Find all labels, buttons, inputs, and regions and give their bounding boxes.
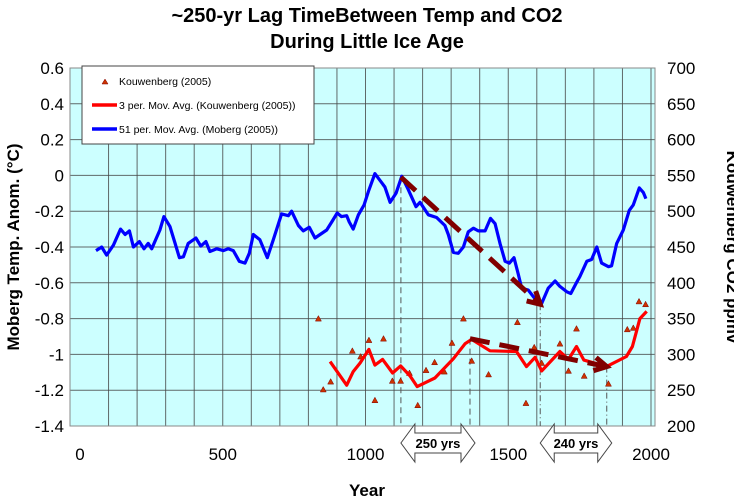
data-point — [371, 396, 379, 403]
y-tick-label: 0.6 — [40, 59, 64, 78]
y2-tick-label: 700 — [667, 59, 695, 78]
y-tick-label: -0.6 — [35, 274, 64, 293]
y-tick-label: -0.8 — [35, 310, 64, 329]
y2-tick-label: 650 — [667, 95, 695, 114]
data-point — [314, 315, 322, 322]
lag-label: 240 yrs — [554, 436, 599, 451]
plot-area: 0.6 0.4 0.2 0 -0.2 -0.4 -0.6 -0.8 -1 -1.2 -1.4 700 6… — [35, 59, 696, 464]
data-point — [448, 339, 456, 346]
y2-tick-label: 300 — [667, 345, 695, 364]
data-point — [348, 347, 356, 354]
data-point — [580, 372, 588, 379]
chart-title-line1: ~250-yr Lag TimeBetween Temp and CO2 — [171, 5, 562, 27]
y-tick-label: 0.4 — [40, 95, 64, 114]
trend-arrow-line — [469, 336, 608, 370]
y2-tick-label: 450 — [667, 238, 695, 257]
data-point — [365, 336, 373, 343]
y-tick-label: -1.2 — [35, 381, 64, 400]
x-tick-label: 2000 — [632, 445, 670, 464]
x-tick-label: 1500 — [489, 445, 527, 464]
y-tick-label: 0.2 — [40, 131, 64, 150]
data-point — [468, 357, 476, 364]
data-point — [513, 318, 521, 325]
y2-tick-label: 400 — [667, 274, 695, 293]
y-tick-label: -1 — [49, 345, 64, 364]
data-point — [605, 380, 612, 387]
y2-axis-label: Kouwenberg CO2 ppmv — [723, 151, 734, 344]
data-point — [397, 377, 405, 384]
data-point — [485, 370, 492, 378]
x-tick-label: 1000 — [347, 445, 385, 464]
data-point — [327, 378, 335, 385]
legend-label: 3 per. Mov. Avg. (Kouwenberg (2005)) — [119, 100, 295, 112]
data-point — [629, 324, 637, 331]
trend-arrow-head — [526, 290, 545, 308]
legend-marker-triangle — [101, 78, 109, 85]
data-point — [635, 297, 643, 305]
y2-tick-label: 550 — [667, 166, 695, 185]
data-point — [573, 325, 580, 332]
y2-tick-label: 200 — [667, 417, 695, 436]
y-tick-label: 0 — [55, 166, 64, 185]
data-point — [319, 385, 327, 393]
double-arrow-icon — [539, 422, 613, 464]
x-axis-label: Year — [349, 481, 385, 499]
data-point — [431, 358, 439, 366]
data-point — [642, 300, 649, 308]
data-point — [414, 401, 422, 408]
trend-arrow-head — [592, 355, 612, 374]
double-arrow-icon — [400, 422, 476, 464]
trend-arrow-line — [399, 175, 542, 307]
data-point — [522, 399, 530, 406]
data-point — [556, 340, 564, 347]
legend-label: Kouwenberg (2005) — [119, 76, 211, 88]
y2-tick-label: 500 — [667, 202, 695, 221]
series-line — [95, 172, 648, 305]
legend-box — [81, 65, 315, 145]
lag-label: 250 yrs — [416, 436, 461, 451]
y-tick-label: -1.4 — [35, 417, 64, 436]
y2-tick-label: 250 — [667, 381, 695, 400]
y-tick-label: -0.2 — [35, 202, 64, 221]
legend-label: 51 per. Mov. Avg. (Moberg (2005)) — [119, 124, 278, 136]
plot-border — [69, 67, 656, 427]
x-tick-label: 500 — [209, 445, 237, 464]
y2-tick-label: 350 — [667, 310, 695, 329]
y-tick-label: -0.4 — [35, 238, 64, 257]
y-axis-label: Moberg Temp. Anom. (°C) — [4, 143, 23, 350]
data-point — [623, 325, 631, 333]
data-point — [388, 377, 396, 384]
data-point — [422, 366, 430, 373]
data-point — [460, 315, 467, 322]
y2-tick-label: 600 — [667, 131, 695, 150]
x-tick-label: 0 — [75, 445, 84, 464]
chart-title-line2: During Little Ice Age — [270, 31, 464, 53]
data-point — [565, 367, 572, 374]
data-point — [380, 335, 387, 342]
